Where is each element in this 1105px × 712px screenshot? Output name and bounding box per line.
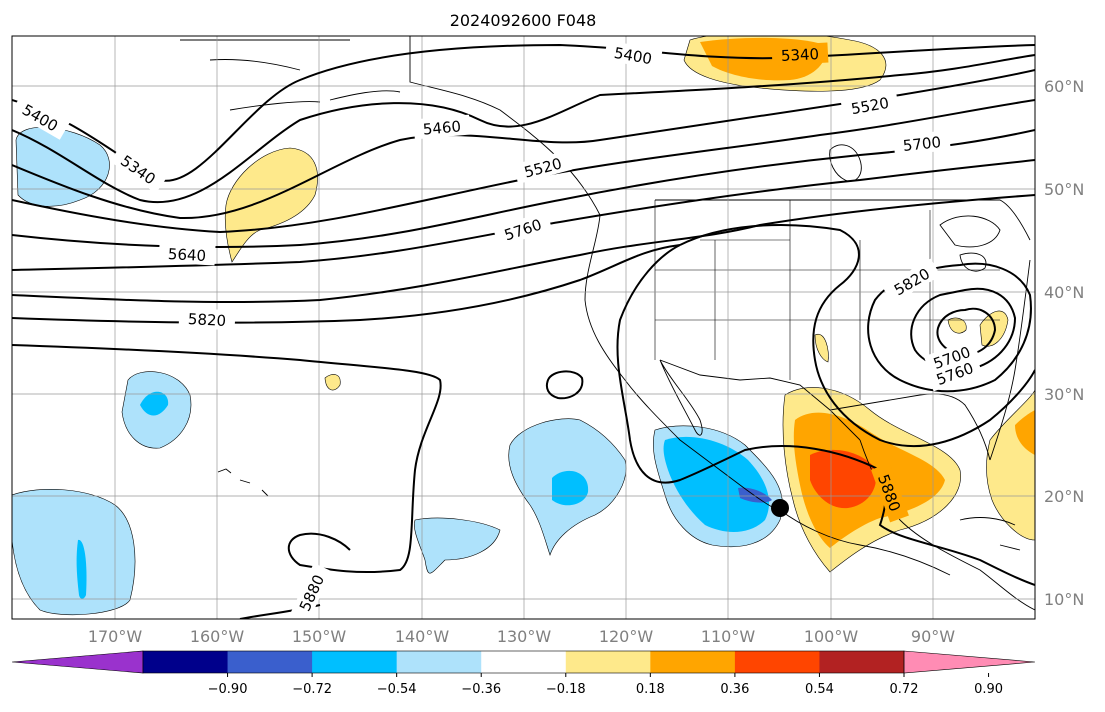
positive-anomaly-gulf-core <box>810 449 877 509</box>
colorbar-outline <box>142 650 905 674</box>
colorbar-extend-high <box>903 650 1036 674</box>
lat-label: 60°N <box>1044 77 1084 96</box>
longitude-labels: 170°W 160°W 150°W 140°W 130°W 120°W 110°… <box>88 627 955 646</box>
lat-label: 40°N <box>1044 283 1084 302</box>
colorbar-extend-low <box>11 650 144 674</box>
state-borders <box>654 200 1000 400</box>
contour-label: 5640 <box>167 245 206 265</box>
colorbar-tick-label: 0.54 <box>805 682 834 697</box>
colorbar-swatch <box>227 651 313 673</box>
colorbar-swatch <box>819 651 905 673</box>
colorbar-tick-label: −0.72 <box>292 682 332 697</box>
lon-label: 100°W <box>804 627 859 646</box>
lon-label: 140°W <box>395 627 450 646</box>
contour-label: 5700 <box>902 133 942 155</box>
negative-anomaly-mexico-core <box>663 436 769 532</box>
storm-center-marker <box>771 499 789 517</box>
contour-label: 5340 <box>780 45 819 65</box>
graticule <box>12 36 1035 619</box>
lon-label: 90°W <box>911 627 955 646</box>
alaska-north-coast <box>180 39 350 71</box>
contour-label: 5460 <box>422 117 462 138</box>
colorbar-swatch <box>734 651 820 673</box>
map-frame <box>11 35 1036 620</box>
colorbar-swatch <box>481 651 567 673</box>
baja <box>659 359 703 436</box>
lat-label: 20°N <box>1044 487 1084 506</box>
lon-label: 120°W <box>599 627 654 646</box>
contour-label: 5820 <box>187 310 226 330</box>
negative-anomaly-central-pacific-core <box>140 391 169 416</box>
map-panel: 5340 5400 5400 5340 5460 5520 5520 5700 … <box>11 35 1084 646</box>
colorbar-tick-label: 0.72 <box>890 682 919 697</box>
colorbar-tick-label: −0.18 <box>546 682 586 697</box>
west-coast <box>584 214 781 511</box>
positive-anomaly-small <box>324 374 341 391</box>
colorbar-swatch <box>143 651 229 673</box>
colorbar-swatch <box>650 651 736 673</box>
hudson-bay-area <box>829 144 862 182</box>
positive-anomaly-lakes-1 <box>947 317 967 334</box>
us-canada-border <box>655 199 1031 241</box>
colorbar-swatch <box>312 651 398 673</box>
lon-label: 170°W <box>88 627 143 646</box>
negative-anomaly-mexico-peak <box>738 487 772 503</box>
colorbar-tick-label: −0.90 <box>208 682 248 697</box>
positive-anomaly-texas <box>814 333 829 363</box>
colorbar-swatch <box>396 651 482 673</box>
negative-anomaly-sw <box>12 488 136 616</box>
negative-anomaly-mid-pacific <box>414 517 501 574</box>
lat-label: 10°N <box>1044 590 1084 609</box>
aleutian-chain <box>229 90 401 111</box>
lat-label: 50°N <box>1044 180 1084 199</box>
colorbar-tick-label: −0.54 <box>377 682 417 697</box>
map-title: 2024092600 F048 <box>450 11 597 30</box>
lon-label: 130°W <box>497 627 552 646</box>
positive-anomaly-atlantic-core <box>1015 410 1035 455</box>
east-coast <box>989 259 1031 461</box>
lon-label: 160°W <box>190 627 245 646</box>
great-lakes <box>939 215 1001 272</box>
lon-label: 150°W <box>292 627 347 646</box>
latitude-labels: 60°N 50°N 40°N 30°N 20°N 10°N <box>1044 77 1084 609</box>
mexico-south-coast <box>779 509 951 576</box>
alaska-coast <box>409 36 601 216</box>
colorbar-tick-label: −0.36 <box>461 682 501 697</box>
positive-anomaly-gulf-alaska <box>224 147 318 263</box>
negative-anomaly-sw-core <box>76 539 87 599</box>
colorbar-tick-label: 0.90 <box>974 682 1003 697</box>
lat-label: 30°N <box>1044 385 1084 404</box>
caribbean-islands <box>959 517 1021 551</box>
colorbar-swatch <box>565 651 651 673</box>
lon-label: 110°W <box>701 627 756 646</box>
colorbar-tick-label: 0.36 <box>720 682 749 697</box>
colorbar-tick-label: 0.18 <box>636 682 665 697</box>
negative-anomaly-east-pacific-core <box>552 470 589 506</box>
colorbar: −0.90 −0.72 −0.54 −0.36 −0.18 0.18 0.36 0.54 0.7… <box>11 650 1036 697</box>
hawaii <box>217 468 269 497</box>
